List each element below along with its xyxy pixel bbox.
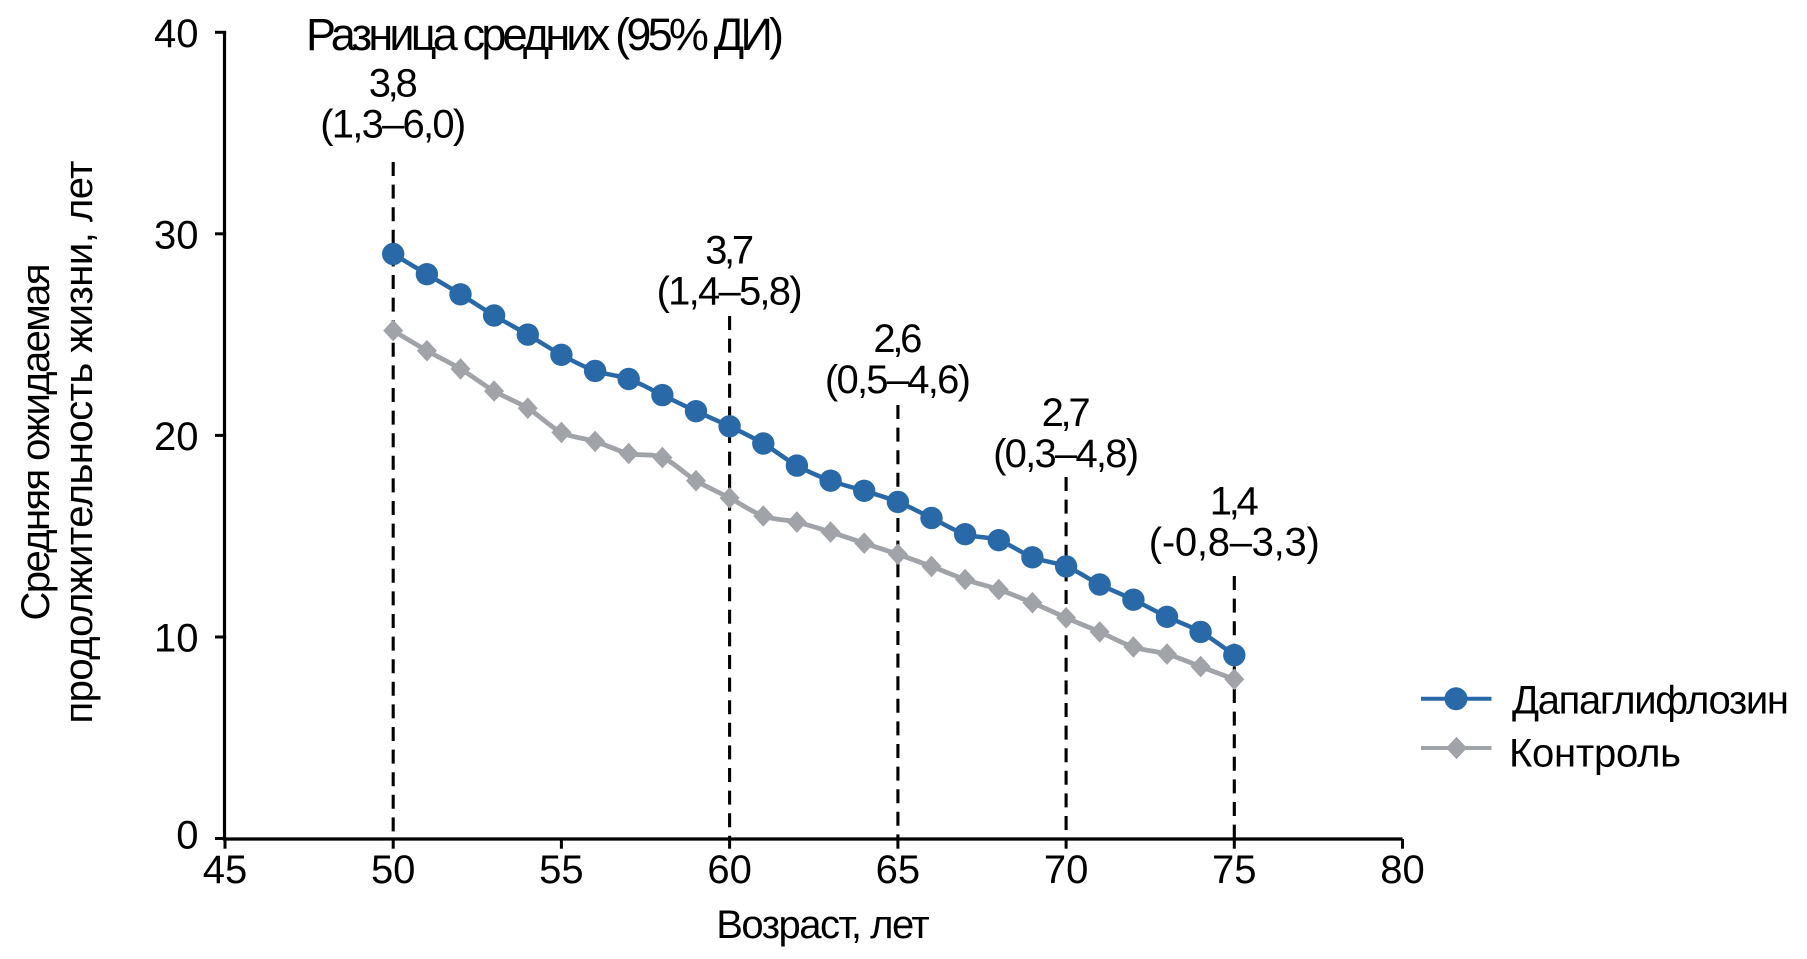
svg-text:2,7: 2,7 <box>1042 391 1091 435</box>
svg-text:(1,4–5,8): (1,4–5,8) <box>657 270 803 314</box>
svg-text:3,7: 3,7 <box>705 229 754 273</box>
svg-text:(-0,8–3,3): (-0,8–3,3) <box>1149 521 1320 565</box>
svg-text:2,6: 2,6 <box>873 317 922 361</box>
svg-text:(1,3–6,0): (1,3–6,0) <box>320 103 466 147</box>
svg-text:50: 50 <box>371 848 416 892</box>
svg-text:30: 30 <box>154 213 199 257</box>
svg-text:1,4: 1,4 <box>1210 480 1259 524</box>
svg-text:65: 65 <box>876 848 921 892</box>
svg-text:Средняя ожидаемая: Средняя ожидаемая <box>14 264 58 621</box>
svg-text:(0,3–4,8): (0,3–4,8) <box>993 432 1139 476</box>
svg-text:Разница средних (95% ДИ): Разница средних (95% ДИ) <box>306 9 784 60</box>
svg-text:40: 40 <box>154 12 199 56</box>
svg-text:Возраст, лет: Возраст, лет <box>716 903 930 947</box>
svg-text:60: 60 <box>707 848 752 892</box>
svg-text:3,8: 3,8 <box>369 62 418 106</box>
svg-text:Дапаглифлозин: Дапаглифлозин <box>1512 679 1789 723</box>
svg-text:Контроль: Контроль <box>1509 732 1681 776</box>
svg-text:80: 80 <box>1380 848 1425 892</box>
svg-text:продолжительность жизни, лет: продолжительность жизни, лет <box>57 161 101 724</box>
svg-text:45: 45 <box>203 848 248 892</box>
svg-text:75: 75 <box>1212 848 1257 892</box>
svg-text:20: 20 <box>154 415 199 459</box>
svg-text:(0,5–4,6): (0,5–4,6) <box>825 358 971 402</box>
svg-text:55: 55 <box>539 848 584 892</box>
svg-text:70: 70 <box>1044 848 1089 892</box>
svg-text:0: 0 <box>176 813 198 857</box>
svg-text:10: 10 <box>154 617 199 661</box>
